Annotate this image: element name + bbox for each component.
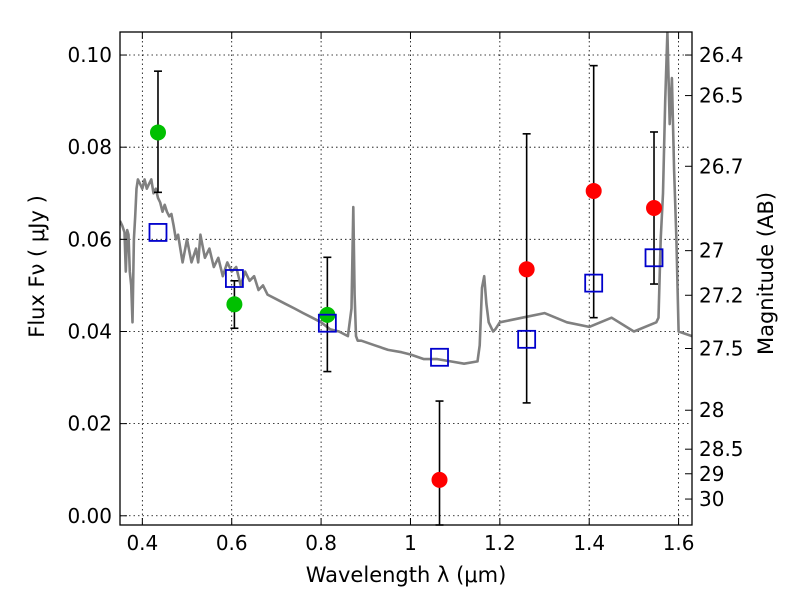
x-tick-label: 1.4 [573,531,605,555]
y-tick-label: 0.06 [67,227,112,251]
data-point [518,261,535,278]
model-photometry-point [430,347,449,367]
grid-lines [120,32,692,525]
model-photometry-point [148,223,168,242]
x-axis-title: Wavelength λ (μm) [306,563,507,587]
mag-tick-label: 26.5 [699,84,744,108]
y-tick-label: 0.02 [67,412,112,436]
x-tick-label: 0.6 [216,531,248,555]
y-tick-label: 0.04 [67,319,112,343]
y-tick-label: 0.10 [67,43,112,67]
axis-ticks: 0.4 0.6 0.8 1 1.2 1.4 1.6 0.00 0.02 0.04 0.06 0.08 0… [67,32,744,555]
mag-tick-label: 27.5 [699,336,744,360]
y-tick-label: 0.08 [67,135,112,159]
model-photometry-point [584,273,604,293]
mag-tick-label: 26.4 [699,43,744,67]
mag-tick-label: 29 [699,462,724,486]
mag-tick-label: 27 [699,239,724,263]
mag-tick-label: 28.5 [699,437,744,461]
spectrum-line [120,32,692,365]
model-photometry-point [517,329,537,349]
y-tick-label: 0.00 [67,504,112,528]
plot-frame [119,31,693,526]
x-tick-label: 1.2 [484,531,516,555]
data-point [149,124,166,141]
data-point [431,471,448,488]
x-tick-label: 1.6 [663,531,695,555]
right-axis-title: Magnitude (AB) [754,192,778,355]
model-photometry-point [317,313,337,333]
mag-tick-label: 30 [699,487,724,511]
data-markers [148,124,664,488]
x-tick-label: 1 [404,531,417,555]
mag-tick-label: 26.7 [699,154,744,178]
y-axis-title: Flux Fν ( μJy ) [25,195,49,338]
x-tick-label: 0.4 [126,531,158,555]
data-point [646,200,663,217]
error-bars [153,64,659,526]
mag-tick-label: 28 [699,398,724,422]
data-point [585,182,602,199]
model-photometry-point [224,269,244,288]
data-point [226,296,243,313]
x-tick-label: 0.8 [305,531,337,555]
mag-tick-label: 27.2 [699,283,744,307]
model-photometry-point [644,248,664,268]
model-spectrum [120,32,692,365]
